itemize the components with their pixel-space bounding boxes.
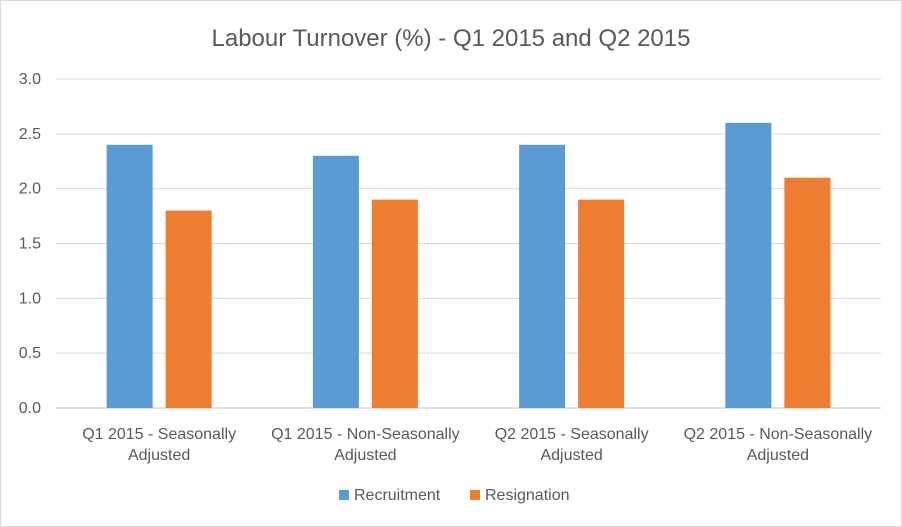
- x-category-label: Q2 2015 - Non-Seasonally Adjusted: [684, 426, 873, 464]
- bar-resignation: [578, 199, 625, 408]
- y-tick-label: 2.0: [19, 181, 41, 198]
- legend-label-resignation: Resignation: [485, 487, 570, 504]
- y-tick-label: 1.5: [19, 236, 41, 253]
- legend-swatch-resignation: [470, 490, 480, 500]
- bar-resignation: [165, 210, 212, 408]
- bar-recruitment: [312, 155, 359, 408]
- legend: Recruitment Resignation: [339, 487, 570, 504]
- y-tick-label: 2.5: [19, 126, 41, 143]
- y-tick-label: 1.0: [19, 290, 41, 307]
- x-category-line: Adjusted: [334, 447, 396, 464]
- legend-label-recruitment: Recruitment: [354, 487, 441, 504]
- bars: [106, 122, 831, 409]
- y-tick-label: 0.5: [19, 345, 41, 362]
- x-category-line: Q1 2015 - Non-Seasonally: [271, 426, 460, 443]
- bar-recruitment: [725, 122, 772, 408]
- x-category-line: Q2 2015 - Seasonally: [495, 426, 649, 443]
- y-axis-ticks: 0.0 0.5 1.0 1.5 2.0 2.5 3.0: [19, 71, 41, 417]
- bar-recruitment: [519, 144, 566, 409]
- x-category-line: Adjusted: [747, 447, 809, 464]
- x-category-label: Q2 2015 - Seasonally Adjusted: [495, 426, 649, 464]
- y-tick-label: 0.0: [19, 400, 41, 417]
- x-category-line: Adjusted: [128, 447, 190, 464]
- bar-resignation: [784, 177, 831, 408]
- bar-resignation: [371, 199, 418, 408]
- x-category-label: Q1 2015 - Seasonally Adjusted: [82, 426, 236, 464]
- bar-recruitment: [106, 144, 153, 409]
- x-category-line: Q2 2015 - Non-Seasonally: [684, 426, 873, 443]
- y-tick-label: 3.0: [19, 71, 41, 88]
- legend-swatch-recruitment: [339, 490, 349, 500]
- x-category-line: Adjusted: [540, 447, 602, 464]
- x-category-label: Q1 2015 - Non-Seasonally Adjusted: [271, 426, 460, 464]
- chart-title: Labour Turnover (%) - Q1 2015 and Q2 201…: [212, 25, 691, 52]
- x-category-line: Q1 2015 - Seasonally: [82, 426, 236, 443]
